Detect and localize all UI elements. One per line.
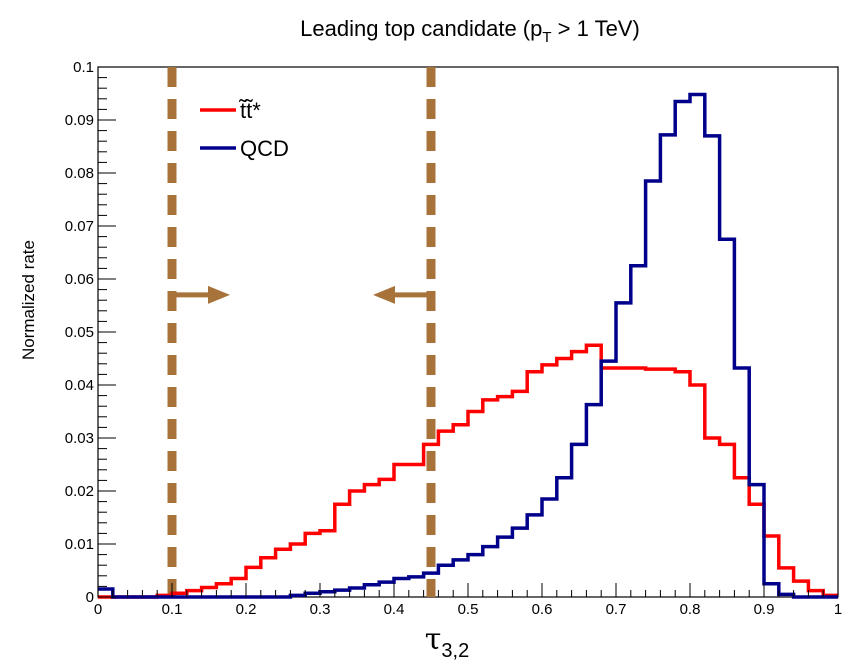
chart-title-subscript: T: [542, 29, 551, 46]
x-tick-label: 0.6: [532, 601, 553, 618]
y-tick-label: 0.02: [65, 483, 94, 500]
legend: t̃t̃* QCD: [200, 98, 289, 161]
x-axis-label: τ3,2: [425, 622, 469, 662]
y-tick-label: 0.01: [65, 536, 94, 553]
x-tick-label: 0.5: [458, 601, 479, 618]
x-tick-label: 0.8: [680, 601, 701, 618]
y-tick-label: 0.05: [65, 324, 94, 341]
y-axis-label: Normalized rate: [19, 240, 38, 360]
x-tick-label: 0.7: [606, 601, 627, 618]
y-tick-label: 0.06: [65, 271, 94, 288]
x-tick-label: 1: [834, 601, 842, 618]
x-tick-label: 0.2: [236, 601, 257, 618]
y-tick-label: 0: [86, 589, 94, 606]
axes-group: 0 0.1 0.2 0.3 0.4 0.5 0.6 0.7 0.8 0.9 1 0 0.01 0.02 0.…: [65, 59, 842, 618]
x-tick-label: 0.1: [162, 601, 183, 618]
y-tick-label: 0.09: [65, 112, 94, 129]
x-axis-label-subscript: 3,2: [441, 640, 469, 662]
series-line-2: [98, 92, 838, 599]
series-group: [98, 92, 838, 599]
x-tick-label: 0.4: [384, 601, 405, 618]
y-tick-label: 0.04: [65, 377, 94, 394]
chart-title-main: Leading top candidate (p: [300, 16, 542, 41]
x-axis-label-main: τ: [425, 622, 442, 657]
legend-label-1: t̃t̃*: [238, 98, 261, 123]
series-line-1: [98, 343, 838, 599]
cut-arrow-right-icon: [208, 285, 230, 304]
y-tick-label: 0.07: [65, 218, 94, 235]
chart-title-tail: > 1 TeV): [552, 16, 640, 41]
y-tick-label: 0.1: [73, 59, 94, 76]
chart-title: Leading top candidate (pT > 1 TeV): [300, 16, 640, 46]
cut-arrow-left-icon: [373, 285, 395, 304]
legend-label-2: QCD: [240, 136, 289, 161]
cut-annotations: [167, 67, 436, 597]
x-tick-label: 0.9: [754, 601, 775, 618]
x-tick-label: 0.3: [310, 601, 331, 618]
x-tick-label: 0: [94, 601, 102, 618]
y-tick-label: 0.03: [65, 430, 94, 447]
y-tick-label: 0.08: [65, 165, 94, 182]
